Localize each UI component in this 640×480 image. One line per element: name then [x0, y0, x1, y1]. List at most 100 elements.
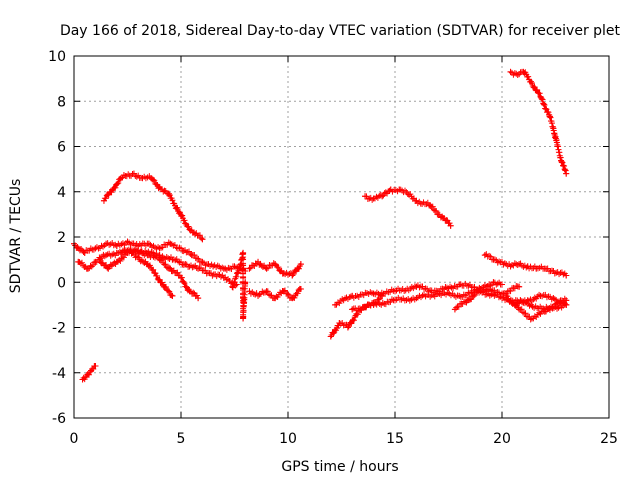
- data-point: [167, 240, 174, 247]
- data-point: [464, 297, 471, 304]
- series-arc-p: [362, 186, 454, 229]
- data-point: [105, 265, 112, 272]
- data-point: [289, 272, 296, 279]
- data-point: [396, 186, 403, 193]
- series-arc-o: [511, 291, 570, 308]
- data-point: [235, 267, 242, 274]
- data-point: [229, 283, 236, 290]
- y-tick-label: 8: [57, 94, 66, 110]
- data-point: [370, 301, 377, 308]
- data-point: [272, 261, 279, 268]
- data-point: [563, 272, 570, 279]
- data-point: [336, 319, 343, 326]
- data-point: [426, 202, 433, 209]
- data-point: [145, 240, 152, 247]
- data-point: [379, 193, 386, 200]
- data-point: [118, 249, 125, 256]
- data-point: [528, 315, 535, 322]
- data-point: [113, 243, 120, 250]
- y-tick-label: -4: [52, 366, 66, 382]
- data-point: [563, 170, 570, 177]
- series-arc-b: [100, 170, 206, 243]
- y-tick-label: -6: [52, 411, 66, 427]
- x-tick-label: 20: [493, 431, 511, 447]
- x-axis-label: GPS time / hours: [281, 459, 398, 475]
- data-point: [75, 258, 82, 265]
- data-point: [370, 290, 377, 297]
- data-point: [344, 324, 351, 331]
- data-point: [169, 256, 176, 263]
- data-point: [195, 265, 202, 272]
- data-point: [118, 175, 125, 182]
- series-arc-a: [79, 362, 99, 383]
- data-point: [516, 306, 523, 313]
- series-arc-f: [118, 247, 240, 289]
- series-arc-r: [507, 68, 570, 177]
- data-point: [490, 279, 497, 286]
- data-point: [83, 372, 90, 379]
- data-point: [113, 258, 120, 265]
- data-point: [451, 306, 458, 313]
- data-point: [404, 191, 411, 198]
- data-point: [362, 193, 369, 200]
- data-point: [550, 295, 557, 302]
- data-point: [332, 301, 339, 308]
- chart-title: Day 166 of 2018, Sidereal Day-to-day VTE…: [60, 23, 621, 39]
- data-point: [178, 274, 184, 281]
- data-point: [537, 93, 544, 100]
- y-tick-label: 4: [57, 185, 66, 201]
- data-point: [240, 249, 247, 256]
- data-point: [349, 292, 356, 299]
- data-point: [516, 71, 523, 78]
- data-point: [92, 362, 99, 369]
- data-point: [139, 175, 146, 182]
- data-series: [71, 68, 570, 383]
- data-point: [533, 265, 540, 272]
- data-point: [143, 261, 150, 268]
- data-point: [231, 263, 238, 270]
- data-point: [199, 258, 206, 265]
- data-point: [541, 308, 548, 315]
- data-point: [182, 220, 189, 227]
- data-point: [190, 229, 197, 236]
- data-point: [130, 247, 137, 254]
- data-point: [558, 159, 565, 166]
- data-point: [516, 283, 523, 290]
- data-point: [520, 68, 527, 75]
- data-point: [242, 279, 249, 286]
- data-point: [130, 170, 137, 177]
- data-point: [255, 258, 262, 265]
- data-point: [92, 245, 99, 252]
- y-tick-label: 0: [57, 275, 66, 291]
- data-point: [528, 80, 535, 87]
- data-point: [178, 245, 184, 252]
- data-point: [156, 252, 163, 259]
- data-point: [188, 252, 195, 259]
- data-point: [103, 240, 110, 247]
- data-point: [477, 286, 484, 293]
- data-point: [148, 175, 155, 182]
- data-point: [392, 297, 398, 304]
- x-tick-label: 15: [386, 431, 404, 447]
- data-point: [169, 292, 176, 299]
- series-arc-n: [503, 292, 570, 323]
- y-tick-label: -2: [52, 321, 66, 337]
- data-point: [160, 283, 167, 290]
- data-point: [156, 245, 163, 252]
- data-point: [554, 143, 561, 150]
- series-arc-g: [229, 249, 249, 322]
- data-point: [524, 263, 531, 270]
- data-point: [100, 197, 107, 204]
- data-point: [507, 263, 514, 270]
- data-point: [186, 288, 193, 295]
- data-point: [199, 236, 206, 243]
- data-point: [135, 254, 142, 261]
- data-point: [563, 301, 570, 308]
- data-point: [207, 270, 214, 277]
- series-arc-q: [481, 251, 570, 279]
- data-point: [210, 263, 217, 270]
- data-point: [413, 283, 420, 290]
- series-arc-i: [246, 285, 304, 302]
- y-tick-label: 2: [57, 230, 66, 246]
